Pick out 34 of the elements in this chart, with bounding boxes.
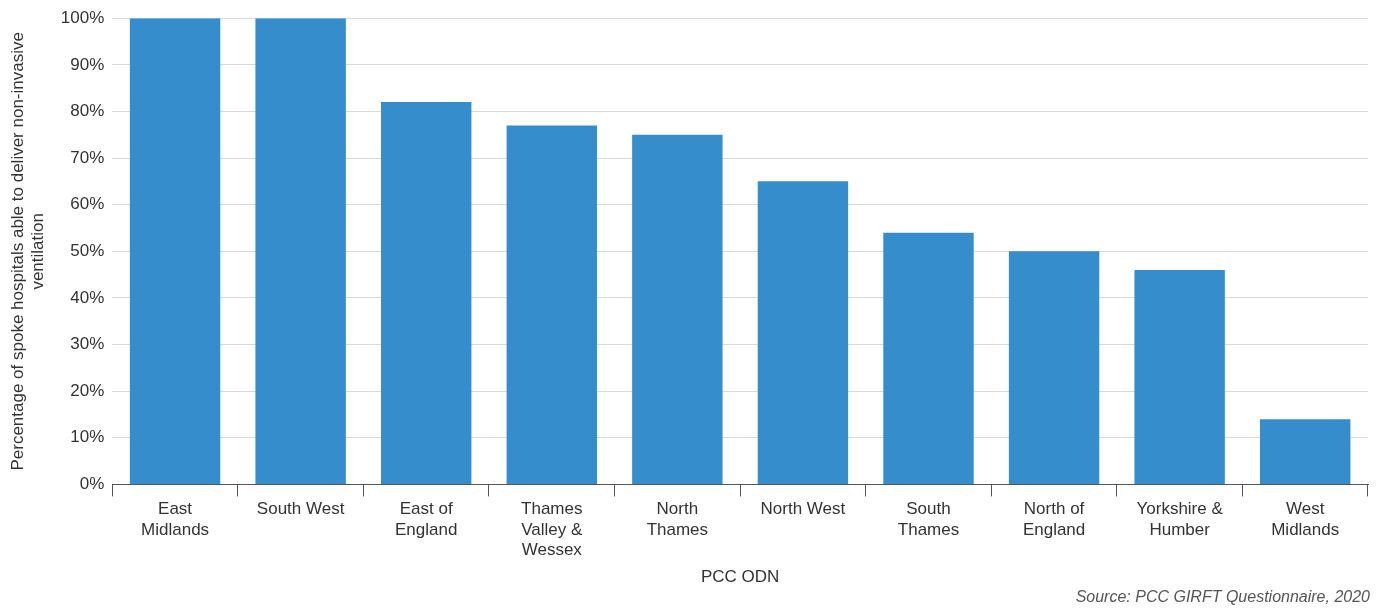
y-tick-label: 50%: [70, 240, 105, 260]
x-tick-label: West Midlands: [1271, 499, 1340, 539]
y-tick-label: 90%: [70, 54, 105, 74]
y-tick-label: 60%: [70, 194, 105, 214]
x-axis-title: PCC ODN: [700, 567, 780, 587]
bar: [757, 181, 849, 484]
bar: [381, 102, 472, 484]
bar: [1134, 269, 1225, 484]
x-tick-label: North Thames: [646, 499, 709, 539]
y-tick-label: 100%: [60, 7, 105, 27]
y-tick-label: 10%: [70, 427, 105, 447]
x-tick-label: Thames Valley & Wessex: [521, 499, 583, 560]
x-tick-label: East of England: [395, 499, 458, 539]
bar: [129, 18, 221, 484]
x-tick-label: East Midlands: [141, 499, 210, 539]
y-tick-label: 30%: [70, 334, 105, 354]
x-tick-label: North of England: [1022, 499, 1086, 539]
bar: [1008, 251, 1100, 484]
bar: [632, 134, 723, 484]
y-tick-label: 70%: [70, 147, 105, 167]
bar: [883, 232, 974, 484]
y-tick-label: 0%: [79, 474, 105, 494]
bar: [1260, 419, 1351, 484]
y-tick-label: 20%: [70, 380, 105, 400]
y-tick-label: 80%: [70, 101, 105, 121]
x-tick-label: North West: [760, 499, 846, 519]
y-tick-label: 40%: [70, 287, 105, 307]
bar: [255, 18, 346, 484]
bar: [506, 125, 597, 484]
x-tick-label: South West: [256, 499, 345, 519]
y-axis-title: Percentage of spoke hospitals able to deliver non-invasive ventilation: [7, 32, 48, 471]
source-note: Source: PCC GIRFT Questionnaire, 2020: [1075, 588, 1371, 606]
x-tick-label: South Thames: [897, 499, 960, 539]
x-tick-label: Yorkshire & Humber: [1136, 499, 1224, 539]
